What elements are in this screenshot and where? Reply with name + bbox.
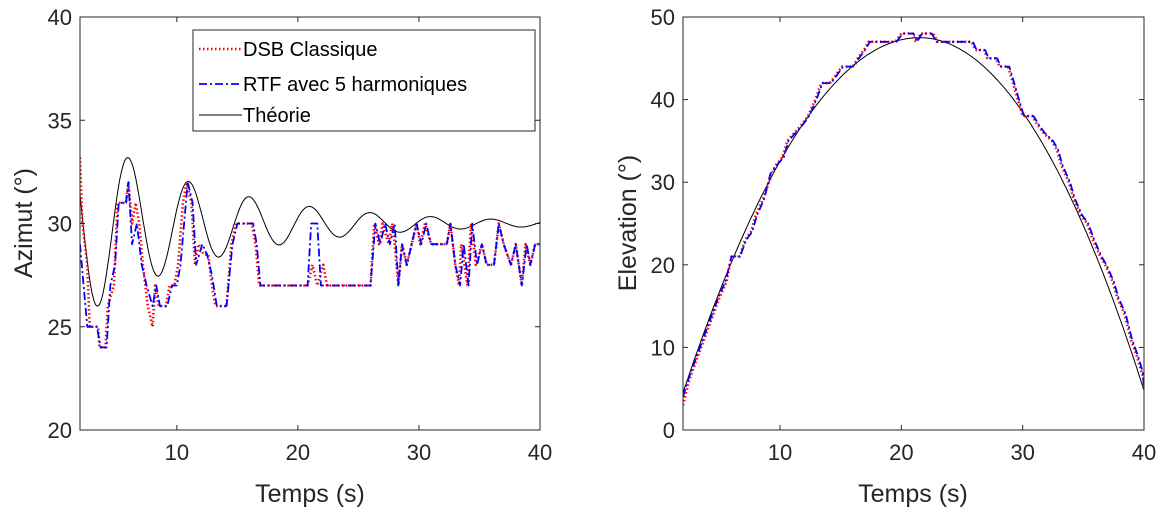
elevation-y-tick-label: 0 <box>663 418 675 443</box>
azimut-series-th-orie <box>80 157 540 307</box>
legend-box <box>192 29 536 132</box>
elevation-series-rtf-avec-5-harmoniques <box>683 32 1144 398</box>
elevation-plot-frame <box>682 16 1145 431</box>
elevation-x-label: Temps (s) <box>858 480 968 508</box>
elevation-series-th-orie <box>683 37 1144 393</box>
elevation-y-tick-label: 30 <box>651 170 675 195</box>
elevation-chart: 10 20 30 40 0 10 20 30 40 50 Temps (s) Elevation … <box>614 5 1156 508</box>
legend-label-theorie: Théorie <box>243 105 311 127</box>
azimut-y-tick-label: 35 <box>48 108 72 133</box>
azimut-x-label: Temps (s) <box>255 480 365 508</box>
elevation-x-tick-label: 30 <box>1010 440 1034 465</box>
elevation-x-tick-label: 20 <box>889 440 913 465</box>
elevation-y-tick-label: 50 <box>651 5 675 30</box>
azimut-y-tick-label: 30 <box>48 212 72 237</box>
elevation-y-label: Elevation (°) <box>614 155 642 291</box>
azimut-y-label: Azimut (°) <box>10 168 38 278</box>
elevation-x-tick-label: 10 <box>768 440 792 465</box>
azimut-x-tick-label: 20 <box>286 440 310 465</box>
elevation-y-tick-label: 20 <box>651 253 675 278</box>
legend-label-rtf: RTF avec 5 harmoniques <box>243 74 467 96</box>
azimut-y-tick-label: 20 <box>48 418 72 443</box>
elevation-series-dsb-classique <box>683 32 1144 406</box>
elevation-y-tick-label: 40 <box>651 88 675 113</box>
elevation-y-tick-label: 10 <box>651 335 675 360</box>
azimut-x-tick-label: 40 <box>528 440 552 465</box>
legend-label-dsb: DSB Classique <box>243 39 378 61</box>
azimut-series-rtf-avec-5-harmoniques <box>80 181 540 349</box>
elevation-x-tick-label: 40 <box>1132 440 1156 465</box>
azimut-x-tick-label: 10 <box>165 440 189 465</box>
azimut-y-tick-label: 40 <box>48 5 72 30</box>
azimut-y-tick-label: 25 <box>48 315 72 340</box>
azimut-x-tick-label: 30 <box>407 440 431 465</box>
legend: DSB Classique RTF avec 5 harmoniques Thé… <box>192 29 536 132</box>
